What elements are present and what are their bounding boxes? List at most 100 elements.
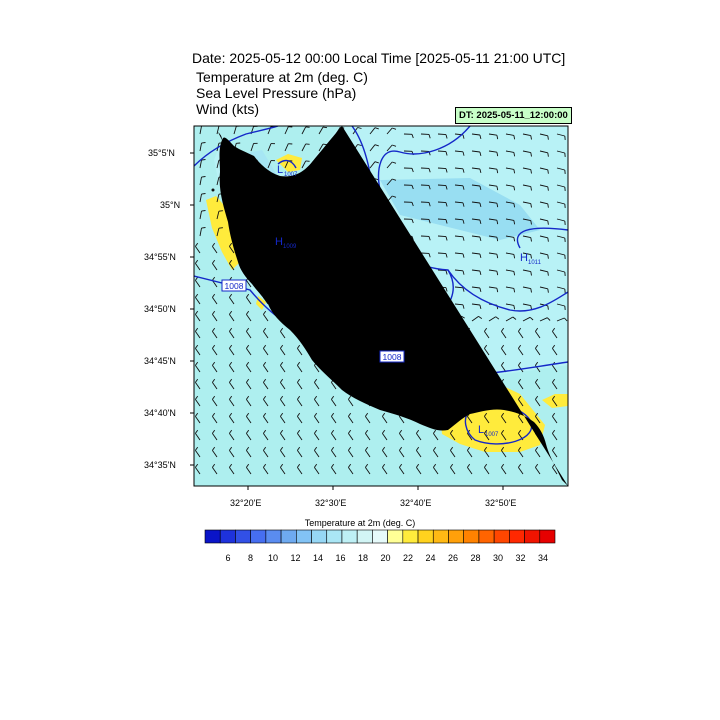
wind-barb-flag bbox=[479, 270, 482, 276]
wind-barb-flag bbox=[195, 378, 199, 383]
wind-barb bbox=[250, 143, 255, 152]
wind-barb bbox=[263, 416, 269, 424]
wind-barb-flag bbox=[513, 135, 516, 140]
wind-barb-flag bbox=[445, 287, 448, 292]
wind-barb bbox=[471, 269, 480, 272]
wind-barb bbox=[556, 252, 565, 256]
wind-barb-flag bbox=[484, 463, 488, 468]
lon-label: 32°50'E bbox=[485, 498, 517, 508]
wind-barb bbox=[471, 201, 480, 204]
colorbar-tick-label: 6 bbox=[225, 553, 231, 563]
wind-barb-flag bbox=[530, 186, 532, 191]
wind-barb bbox=[518, 416, 524, 424]
wind-barb bbox=[522, 133, 531, 137]
wind-barb-flag bbox=[547, 288, 549, 293]
wind-barb-flag bbox=[212, 429, 216, 434]
wind-barb bbox=[216, 160, 220, 169]
wind-barb-flag bbox=[462, 202, 465, 207]
wind-barb bbox=[318, 126, 324, 135]
wind-barb-flag bbox=[547, 305, 549, 310]
wind-barb-flag bbox=[547, 169, 549, 174]
wind-barb-flag bbox=[530, 305, 532, 310]
wind-barb-flag bbox=[212, 446, 216, 451]
wind-barb bbox=[314, 365, 320, 373]
wind-barb-flag bbox=[195, 276, 199, 281]
wind-barb bbox=[229, 314, 235, 322]
wind-barb-flag bbox=[518, 378, 522, 383]
wind-barb bbox=[471, 252, 480, 255]
colorbar-swatch bbox=[417, 529, 434, 544]
lat-label: 34°55'N bbox=[144, 252, 176, 262]
wind-barb-flag bbox=[433, 429, 437, 434]
wind-barb bbox=[386, 161, 393, 169]
wind-barb bbox=[552, 399, 558, 407]
wind-barb-flag bbox=[467, 463, 471, 468]
wind-barb bbox=[522, 167, 531, 171]
wind-barb bbox=[552, 433, 558, 441]
wind-barb bbox=[229, 246, 235, 254]
wind-barb-flag bbox=[392, 127, 397, 130]
wind-barb-flag bbox=[297, 429, 301, 434]
wind-barb bbox=[467, 416, 473, 424]
wind-barb bbox=[539, 218, 548, 222]
wind-barb-flag bbox=[195, 293, 199, 298]
wind-barb-flag bbox=[530, 288, 532, 293]
colorbar-swatch bbox=[280, 529, 297, 544]
wind-barb-flag bbox=[348, 463, 352, 468]
wind-barb-flag bbox=[450, 463, 454, 468]
wind-barb-flag bbox=[280, 412, 284, 417]
wind-barb-flag bbox=[365, 429, 369, 434]
wind-barb bbox=[539, 317, 548, 322]
isobar-line bbox=[447, 269, 568, 312]
wind-barb bbox=[246, 297, 252, 305]
low-center-symbol: L bbox=[277, 164, 283, 176]
low-center-symbol: L bbox=[478, 424, 484, 436]
wind-barb-flag bbox=[229, 395, 233, 400]
wind-barb bbox=[301, 160, 307, 169]
wind-barb-flag bbox=[518, 327, 522, 332]
wind-barb bbox=[488, 150, 497, 153]
wind-barb bbox=[314, 450, 320, 458]
high-center-symbol: H bbox=[275, 236, 283, 248]
wind-barb-flag bbox=[280, 344, 284, 349]
wind-barb bbox=[280, 450, 286, 458]
wind-barb bbox=[539, 150, 548, 154]
wind-barb bbox=[518, 399, 524, 407]
colorbar-swatch bbox=[509, 529, 525, 544]
wind-barb bbox=[539, 167, 548, 171]
wind-barb-flag bbox=[478, 316, 483, 319]
wind-barb bbox=[556, 303, 565, 307]
high-center-value: 1009 bbox=[283, 244, 297, 250]
wind-barb-flag bbox=[518, 463, 522, 468]
wind-barb bbox=[488, 252, 497, 255]
wind-barb bbox=[229, 416, 235, 424]
wind-barb bbox=[484, 467, 490, 475]
wind-barb-flag bbox=[201, 227, 206, 229]
wind-barb-flag bbox=[501, 412, 505, 417]
wind-barb bbox=[263, 365, 269, 373]
wind-barb-flag bbox=[246, 395, 250, 400]
wind-barb-flag bbox=[479, 287, 482, 293]
wind-barb bbox=[450, 433, 456, 441]
wind-barb bbox=[522, 235, 531, 239]
wind-barb-flag bbox=[484, 412, 488, 417]
wind-barb-flag bbox=[195, 446, 199, 451]
wind-barb-flag bbox=[212, 327, 216, 332]
dt-badge: DT: 2025-05-11_12:00:00 bbox=[455, 107, 572, 124]
wind-barb bbox=[284, 143, 289, 152]
wind-barb-flag bbox=[496, 169, 499, 174]
colorbar-swatch bbox=[311, 529, 328, 544]
colorbar-swatch bbox=[539, 529, 556, 544]
wind-barb bbox=[331, 416, 337, 424]
wind-barb bbox=[501, 450, 507, 458]
coastline bbox=[219, 126, 568, 486]
wind-barb bbox=[246, 399, 252, 407]
wind-barb bbox=[454, 167, 464, 170]
wind-barb bbox=[522, 303, 531, 307]
colorbar-tick-label: 30 bbox=[492, 553, 503, 563]
wind-barb bbox=[386, 127, 393, 135]
wind-barb bbox=[195, 416, 201, 424]
wind-barb bbox=[297, 365, 303, 373]
wind-barb-flag bbox=[428, 219, 431, 224]
wind-barb bbox=[522, 218, 531, 222]
